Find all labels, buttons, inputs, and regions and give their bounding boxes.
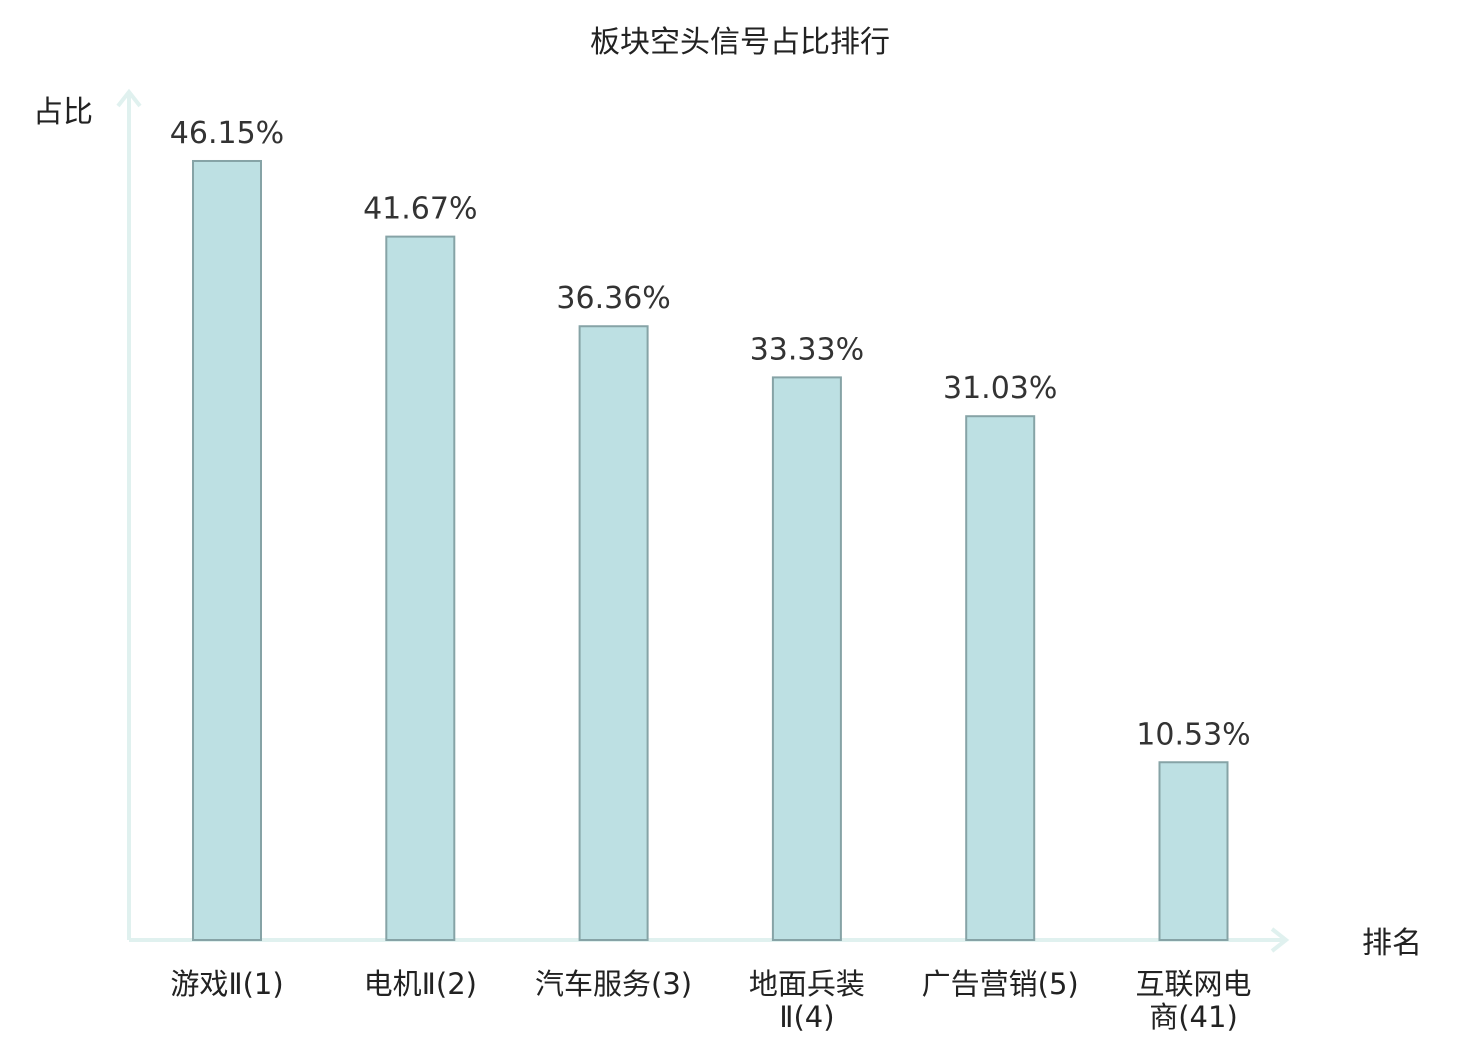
bar — [192, 159, 262, 942]
y-axis-label: 占比 — [33, 95, 93, 130]
tick-label: 广告营销(5) — [922, 967, 1079, 1001]
data-labels-group: 46.15% 41.67% 36.36% 33.33% 31.03% 10.53% — [170, 116, 1251, 752]
data-label: 41.67% — [363, 192, 477, 227]
tick-label: 互联网电商(41) — [1135, 967, 1251, 1034]
y-axis-arrow-icon — [116, 88, 142, 108]
x-axis-label: 排名 — [1362, 926, 1422, 961]
bar — [578, 325, 649, 941]
data-label: 10.53% — [1136, 717, 1250, 752]
x-axis-arrow-icon — [1270, 927, 1290, 953]
chart-title: 板块空头信号占比排行 — [590, 25, 890, 60]
bars-group — [192, 159, 1229, 942]
bar — [385, 235, 456, 941]
bar — [1158, 761, 1229, 941]
tick-label: 电机Ⅱ(2) — [364, 967, 477, 1001]
tick-label: 游戏Ⅱ(1) — [170, 967, 283, 1001]
data-label: 33.33% — [750, 332, 864, 367]
tick-label: 汽车服务(3) — [535, 967, 692, 1001]
data-label: 36.36% — [556, 281, 670, 316]
data-label: 31.03% — [943, 371, 1057, 406]
bar — [771, 376, 842, 941]
tick-label: 地面兵装 Ⅱ(4) — [749, 967, 865, 1034]
tick-labels-group: 游戏Ⅱ(1) 电机Ⅱ(2) 汽车服务(3) 地面兵装 Ⅱ(4) 广告营销(5) 互联网电商(… — [170, 967, 1251, 1034]
data-label: 46.15% — [170, 116, 284, 151]
y-axis — [116, 88, 142, 940]
x-axis — [129, 927, 1290, 953]
bar — [965, 415, 1036, 941]
